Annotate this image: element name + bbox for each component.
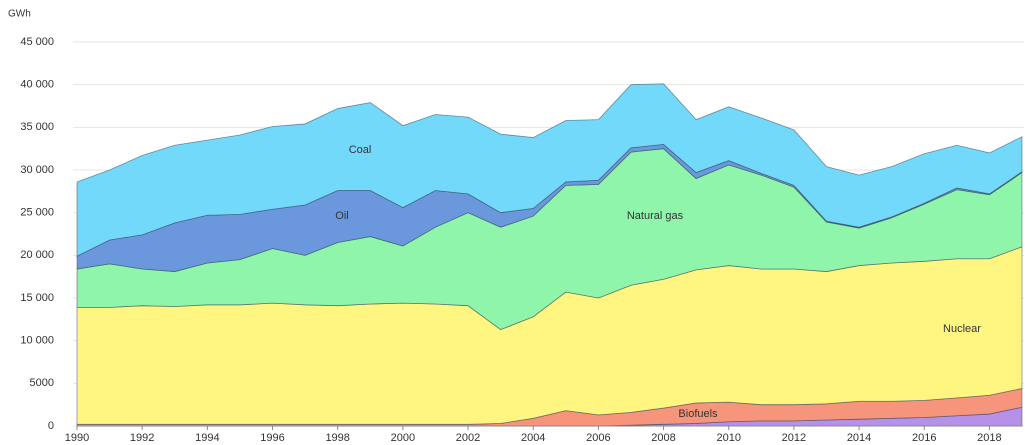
y-tick-label: 40 000 <box>20 79 54 91</box>
series-label: Nuclear <box>943 323 981 335</box>
x-tick-label: 2014 <box>847 432 871 444</box>
series-label: Coal <box>349 144 372 156</box>
y-tick-label: 45 000 <box>20 36 54 48</box>
x-tick-label: 2006 <box>586 432 610 444</box>
series-label: Natural gas <box>627 210 684 222</box>
y-tick-label: 25 000 <box>20 207 54 219</box>
x-tick-label: 2012 <box>782 432 806 444</box>
x-tick-label: 1996 <box>260 432 284 444</box>
y-axis-unit: GWh <box>8 9 31 20</box>
series-label: Oil <box>335 210 348 222</box>
y-tick-label: 0 <box>48 420 54 432</box>
area <box>76 83 1023 257</box>
x-tick-label: 2018 <box>977 432 1001 444</box>
y-tick-label: 10 000 <box>20 335 54 347</box>
y-tick-label: 15 000 <box>20 292 54 304</box>
y-tick-label: 35 000 <box>20 121 54 133</box>
series-label: Biofuels <box>678 408 718 420</box>
x-tick-label: 1992 <box>130 432 154 444</box>
x-tick-label: 2000 <box>391 432 415 444</box>
x-tick-label: 2004 <box>521 432 545 444</box>
x-tick-label: 1990 <box>65 432 89 444</box>
x-tick-label: 1994 <box>195 432 219 444</box>
y-tick-label: 5000 <box>30 377 54 389</box>
x-tick-label: 2016 <box>912 432 936 444</box>
y-tick-label: 30 000 <box>20 164 54 176</box>
x-tick-label: 1998 <box>325 432 349 444</box>
x-tick-label: 2002 <box>456 432 480 444</box>
x-tick-label: 2008 <box>651 432 675 444</box>
x-tick-label: 2010 <box>716 432 740 444</box>
y-tick-label: 20 000 <box>20 249 54 261</box>
